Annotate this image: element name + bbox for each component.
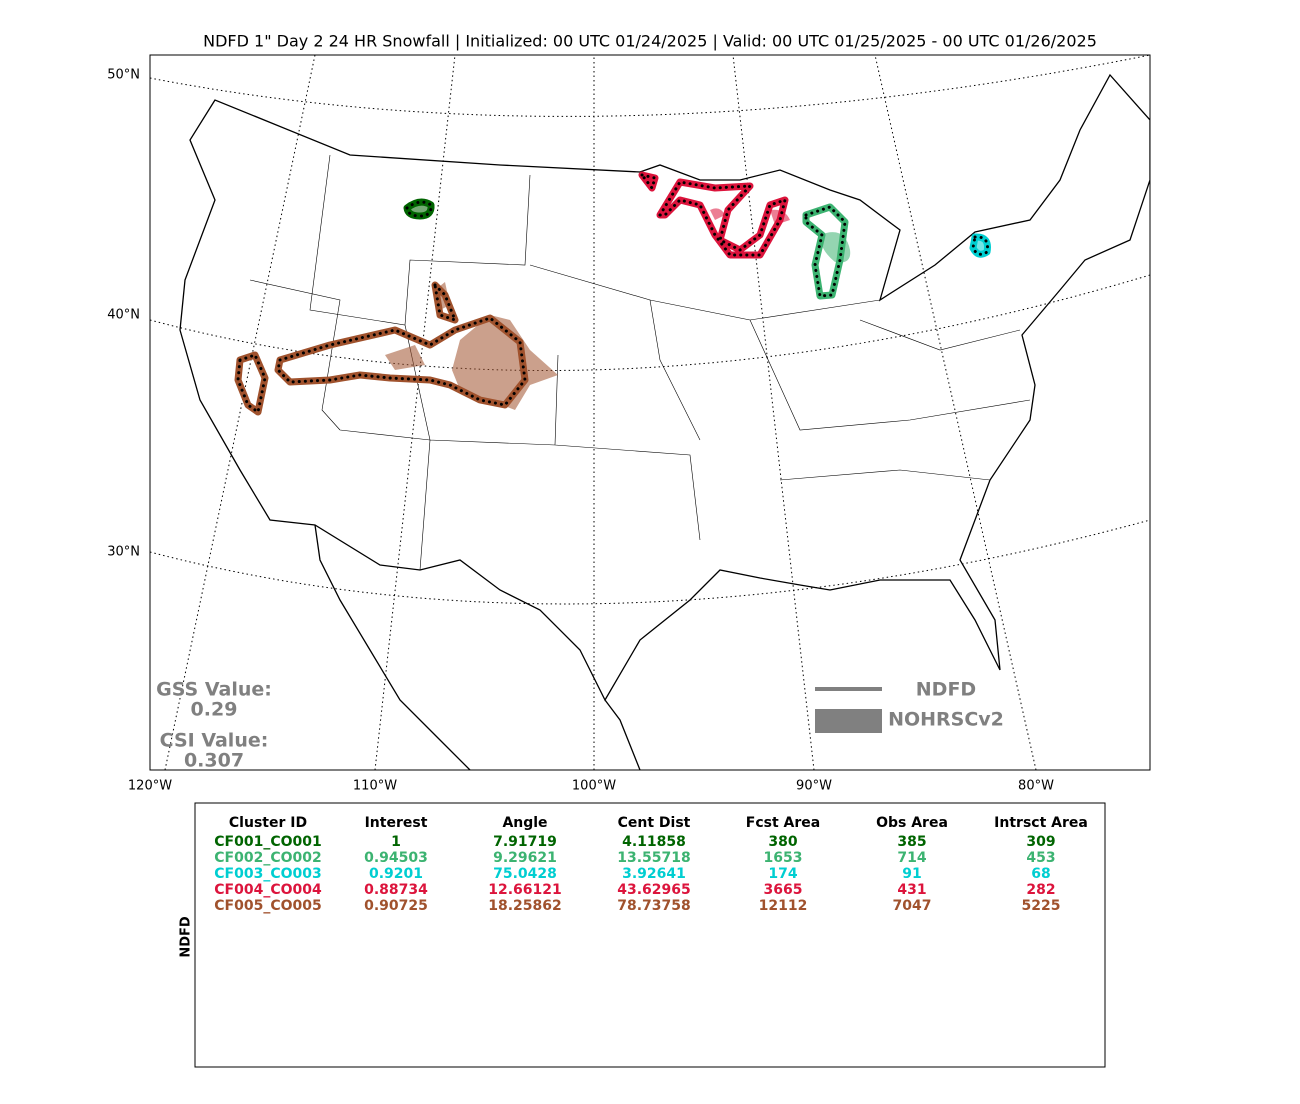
meridian — [732, 55, 815, 770]
table-cell: 1653 — [764, 850, 803, 866]
lon-label: 90°W — [796, 779, 832, 794]
lat-label: 50°N — [107, 68, 140, 83]
lon-label: 120°W — [128, 779, 172, 794]
table-cell: 453 — [1026, 850, 1055, 866]
table-cell: 68 — [1031, 866, 1050, 882]
table-cell: 9.29621 — [493, 850, 557, 866]
table-cell: 12.66121 — [488, 882, 562, 898]
title: NDFD 1" Day 2 24 HR Snowfall | Initializ… — [203, 32, 1097, 51]
table-cell: 714 — [897, 850, 926, 866]
scores: GSS Value: 0.29 CSI Value: 0.307 — [156, 679, 272, 772]
column-header: Fcst Area — [746, 815, 820, 831]
stats-table: NDFD Cluster ID Interest Angle Cent Dist Fcs… — [179, 802, 1106, 1068]
table-cell: 3.92641 — [622, 866, 686, 882]
map-frame — [149, 54, 1151, 771]
lon-label: 80°W — [1018, 779, 1054, 794]
column-header: Interest — [365, 815, 428, 831]
column-header: Cluster ID — [229, 815, 307, 831]
table-cell: 7.91719 — [493, 834, 557, 850]
gss-value: 0.29 — [191, 699, 238, 721]
table-cell: 3665 — [764, 882, 803, 898]
table-cell: 380 — [768, 834, 797, 850]
state-lines — [249, 154, 1031, 571]
lat-label: 30°N — [107, 545, 140, 560]
table-cell: 385 — [897, 834, 926, 850]
parallel — [150, 55, 1150, 117]
table-cell: 5225 — [1022, 898, 1061, 914]
csi-label: CSI Value: — [160, 730, 269, 752]
legend-patch — [815, 709, 882, 733]
csi-value: 0.307 — [184, 750, 244, 772]
map: 50°N 40°N 30°N 120°W 110°W 100°W 90°W 80… — [107, 54, 1151, 794]
table-frame — [194, 802, 1106, 1068]
legend-label: NDFD — [916, 679, 976, 701]
table-cell: 18.25862 — [488, 898, 562, 914]
forecast-outline-dots — [236, 280, 527, 415]
observed-area — [710, 208, 790, 225]
table-cell: CF002_CO002 — [214, 850, 321, 866]
table-cell: 7047 — [893, 898, 932, 914]
lat-label: 40°N — [107, 308, 140, 323]
table-cell: 4.11858 — [622, 834, 686, 850]
lon-label: 110°W — [353, 779, 397, 794]
clusters — [234, 171, 991, 416]
mexico-outline — [314, 524, 641, 770]
table-cell: 91 — [902, 866, 921, 882]
table-cell: CF003_CO003 — [214, 866, 321, 882]
legend-label: NOHRSCv2 — [888, 709, 1004, 731]
table-cell: 309 — [1026, 834, 1055, 850]
table-cell: 0.88734 — [364, 882, 428, 898]
column-header: Angle — [502, 815, 547, 831]
meridian — [164, 55, 316, 770]
table-cell: 43.62965 — [617, 882, 691, 898]
table-cell: 1 — [391, 834, 401, 850]
us-outline — [179, 73, 1150, 702]
table-cell: CF005_CO005 — [214, 898, 321, 914]
table-cell: 174 — [768, 866, 797, 882]
table-cell: 13.55718 — [617, 850, 691, 866]
table-cell: 75.0428 — [493, 866, 557, 882]
table-cell: 0.90725 — [364, 898, 428, 914]
table-cell: 0.9201 — [369, 866, 423, 882]
gss-label: GSS Value: — [156, 679, 272, 701]
forecast-outline-dots — [971, 235, 989, 256]
table-cell: 78.73758 — [617, 898, 691, 914]
legend: NDFD NOHRSCv2 — [815, 679, 1004, 733]
column-header: Cent Dist — [618, 815, 691, 831]
column-header: Obs Area — [876, 815, 948, 831]
meridian — [874, 55, 1037, 770]
table-cell: 282 — [1026, 882, 1055, 898]
forecast-outline-dots — [638, 172, 788, 257]
table-side-label: NDFD — [179, 916, 194, 958]
table-cell: CF004_CO004 — [214, 882, 322, 898]
forecast-outline-dots — [405, 200, 433, 218]
forecast-outline-dots — [804, 205, 847, 298]
meridian — [374, 55, 456, 770]
table-cell: 431 — [897, 882, 926, 898]
observed-area — [385, 282, 558, 410]
table-cell: 12112 — [759, 898, 808, 914]
table-cell: CF001_CO001 — [214, 834, 321, 850]
column-header: Intrsct Area — [994, 815, 1088, 831]
lon-label: 100°W — [572, 779, 616, 794]
table-cell: 0.94503 — [364, 850, 428, 866]
